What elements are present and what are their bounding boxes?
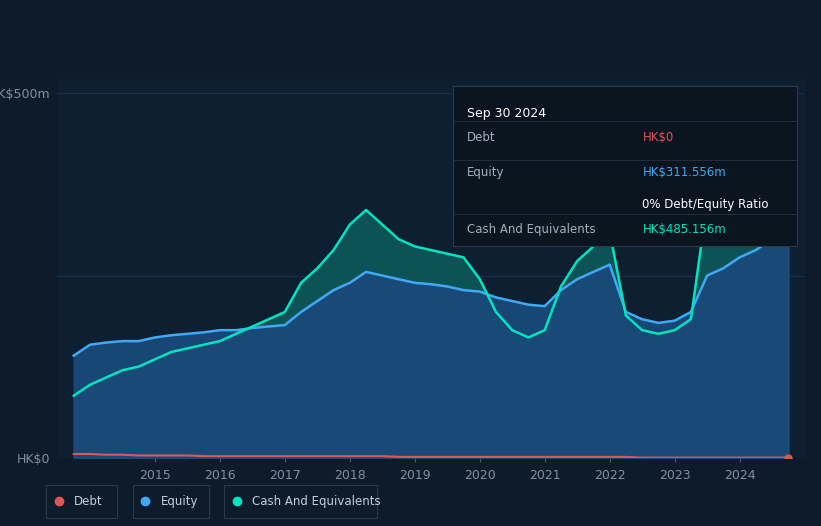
Text: HK$485.156m: HK$485.156m <box>643 223 727 236</box>
Text: 0% Debt/Equity Ratio: 0% Debt/Equity Ratio <box>643 198 769 211</box>
Text: Equity: Equity <box>161 494 198 508</box>
Text: HK$0: HK$0 <box>643 131 674 144</box>
Text: Cash And Equivalents: Cash And Equivalents <box>467 223 596 236</box>
Text: Equity: Equity <box>467 166 505 179</box>
Text: Debt: Debt <box>467 131 496 144</box>
FancyBboxPatch shape <box>46 485 117 518</box>
FancyBboxPatch shape <box>224 485 377 518</box>
Text: Cash And Equivalents: Cash And Equivalents <box>252 494 381 508</box>
Text: Sep 30 2024: Sep 30 2024 <box>467 107 546 120</box>
Text: HK$311.556m: HK$311.556m <box>643 166 727 179</box>
Text: Debt: Debt <box>74 494 103 508</box>
FancyBboxPatch shape <box>133 485 209 518</box>
